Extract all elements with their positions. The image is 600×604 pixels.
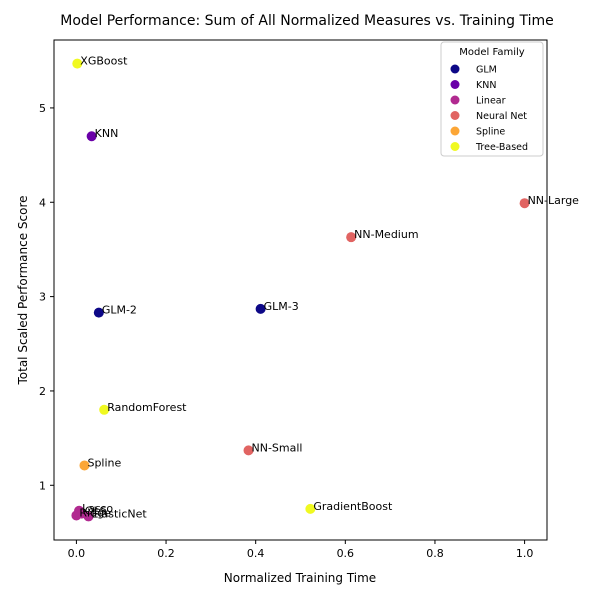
y-tick-label: 3 xyxy=(39,291,46,304)
y-axis: 1 2 3 4 5 xyxy=(39,102,54,492)
data-point xyxy=(99,404,110,415)
data-point xyxy=(93,307,104,318)
point-labels: XGBoost KNN NN-Large NN-Medium GLM-2 GLM-3 Ran… xyxy=(79,55,579,521)
data-point xyxy=(86,131,97,142)
x-tick-label: 0.2 xyxy=(157,547,175,560)
data-point xyxy=(72,58,83,69)
legend-box xyxy=(440,41,544,157)
legend-marker xyxy=(450,142,460,151)
y-tick-label: 2 xyxy=(39,385,46,398)
point-label: Ridge xyxy=(79,506,111,519)
chart-title: Model Performance: Sum of All Normalized… xyxy=(60,13,554,29)
legend-entry-label: Tree-Based xyxy=(475,142,528,153)
data-point xyxy=(83,511,94,522)
point-label: RandomForest xyxy=(107,401,187,414)
x-axis: 0.0 0.2 0.4 0.6 0.8 1.0 xyxy=(68,540,534,560)
legend-entry-label: Spline xyxy=(476,127,505,138)
x-axis-label: Normalized Training Time xyxy=(224,571,376,585)
data-point xyxy=(305,503,316,514)
legend-title: Model Family xyxy=(459,47,524,58)
data-point xyxy=(243,445,254,456)
point-label: NN-Medium xyxy=(354,228,418,241)
point-label: GradientBoost xyxy=(313,500,393,513)
x-tick-label: 0.4 xyxy=(247,547,265,560)
legend-marker xyxy=(450,111,460,120)
legend: Model Family GLM KNN Linear Neural Net Splin… xyxy=(440,41,544,157)
point-label: GLM-2 xyxy=(102,304,137,317)
data-point xyxy=(519,198,530,209)
x-tick-label: 0.8 xyxy=(426,547,444,560)
legend-entry-label: KNN xyxy=(476,80,496,91)
legend-entry-label: Linear xyxy=(476,96,506,107)
legend-entry-label: GLM xyxy=(476,65,497,76)
legend-marker xyxy=(450,64,460,74)
point-label: GLM-3 xyxy=(264,300,299,313)
x-tick-label: 1.0 xyxy=(516,547,534,560)
data-point xyxy=(79,460,90,471)
x-tick-label: 0.6 xyxy=(337,547,355,560)
plot-frame xyxy=(53,39,548,541)
data-point xyxy=(346,232,357,243)
y-tick-label: 1 xyxy=(39,479,46,492)
legend-marker xyxy=(450,95,460,105)
point-label: XGBoost xyxy=(80,55,128,68)
legend-entries: GLM KNN Linear Neural Net Spline Tree-Based xyxy=(450,64,528,153)
legend-marker xyxy=(450,80,460,89)
y-axis-label: Total Scaled Performance Score xyxy=(16,195,30,385)
point-label: NN-Small xyxy=(252,441,303,454)
legend-marker xyxy=(450,126,460,136)
legend-entry-label: Neural Net xyxy=(476,111,527,122)
point-label: NN-Large xyxy=(528,194,580,207)
point-label: Spline xyxy=(87,456,121,469)
point-label: OLS xyxy=(85,505,107,518)
point-label: Lasso xyxy=(82,502,113,515)
y-tick-label: 4 xyxy=(39,196,46,209)
data-point xyxy=(255,303,266,314)
y-tick-label: 5 xyxy=(39,102,46,115)
data-points xyxy=(71,58,530,522)
point-label: KNN xyxy=(95,127,119,140)
x-tick-label: 0.0 xyxy=(68,547,86,560)
point-label: ElasticNet xyxy=(92,507,148,520)
